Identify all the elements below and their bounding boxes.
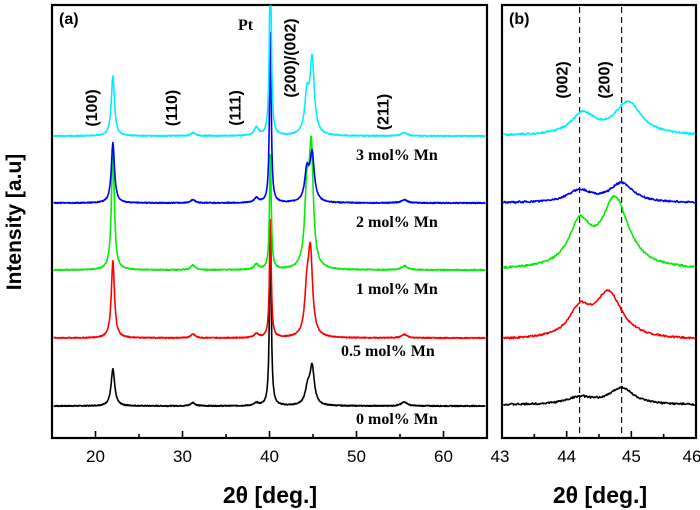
peak-label-100: (100) [84,89,101,126]
series-label-1-mol-mn: 1 mol% Mn [356,281,438,298]
panel-b-trace-3-mol-mn [502,100,696,137]
peak-label-211: (211) [375,94,392,130]
panel-b-trace-0-mol-mn [502,385,696,406]
panel-b-x-axis: 43 44 45 46 [491,431,700,466]
panel-a-traces [53,5,486,408]
panel-a-series-labels: 0 mol% Mn 0.5 mol% Mn 1 mol% Mn 2 mol% Mn 3 … [341,147,438,428]
panel-b-x-tick-label: 45 [622,447,641,466]
panel-a-x-tick-label: 60 [434,447,453,466]
peak-label-111: (111) [227,90,244,126]
reference-label-002: (002) [555,61,572,98]
panel-a-x-tick-label: 40 [260,447,279,466]
panel-b-traces [502,100,696,406]
panel-a-trace-3-mol-mn [53,5,486,138]
panel-a-x-tick-label: 30 [173,447,192,466]
panel-a-peak-labels: (100) (110) (111) Pt (200)/(002) (211) [84,17,392,130]
panel-b-reference-lines: (002) (200) [555,7,623,436]
panel-a-trace-2-mol-mn [53,31,486,205]
peak-label-110: (110) [164,90,181,126]
peak-label-200-002: (200)/(002) [282,18,299,97]
series-label-0-5-mol-mn: 0.5 mol% Mn [341,343,435,360]
panel-a-x-tick-label: 20 [86,447,105,466]
series-label-3-mol-mn: 3 mol% Mn [356,147,438,164]
panel-b-x-axis-title: 2θ [deg.] [553,482,647,508]
panel-a-label: (a) [59,11,79,28]
panel-a-x-tick-label: 50 [347,447,366,466]
series-label-0-mol-mn: 0 mol% Mn [356,411,438,428]
panel-a-trace-1-mol-mn [53,135,486,272]
panel-b-x-tick-label: 43 [491,447,510,466]
panel-b-x-tick-label: 44 [557,447,576,466]
panel-b-trace-0-5-mol-mn [502,289,696,340]
y-axis-title: Intensity [a.u] [3,154,26,291]
panel-a-x-axis-title: 2θ [deg.] [223,482,317,508]
panel-a-x-axis: 20 30 40 50 60 [51,431,488,466]
panel-a-trace-0-5-mol-mn [53,218,486,340]
panel-b-trace-2-mol-mn [502,181,696,204]
peak-label-pt: Pt [238,17,254,34]
panel-b-trace-1-mol-mn [502,195,696,269]
series-label-2-mol-mn: 2 mol% Mn [356,214,438,231]
reference-label-200: (200) [597,61,614,98]
panel-b-label: (b) [509,11,529,28]
panel-b-x-tick-label: 46 [683,447,700,466]
